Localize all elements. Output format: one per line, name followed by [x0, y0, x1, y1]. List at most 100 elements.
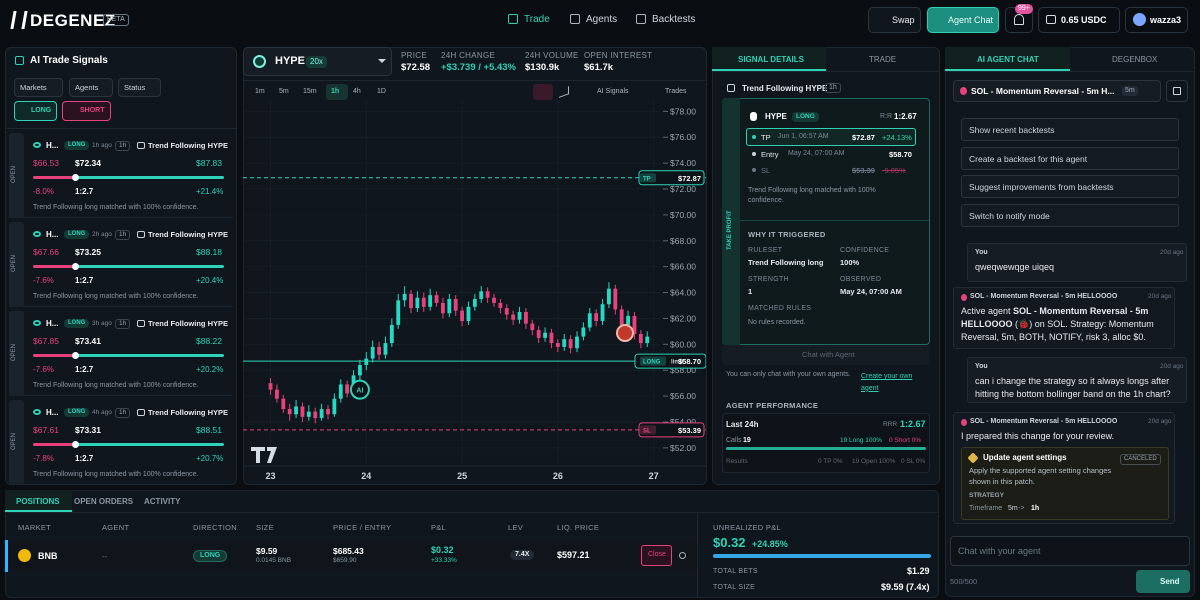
- stop-loss: $67.61: [33, 425, 59, 435]
- suggestion-button[interactable]: [961, 146, 1179, 170]
- timeframe: 1h: [115, 319, 131, 329]
- logo: DEGENEZ: [30, 11, 116, 30]
- side-label: TAKE PROFIT: [727, 210, 733, 250]
- details-direction: LONG: [792, 112, 819, 122]
- chat-tab[interactable]: DEGENBOX: [1112, 55, 1158, 64]
- asset: H...: [46, 319, 59, 328]
- nav-link[interactable]: Backtests: [652, 14, 696, 25]
- user-avatar: [1133, 13, 1146, 26]
- stop-loss-pct: -7.8%: [33, 454, 54, 463]
- chat-message: [967, 357, 1187, 403]
- timeframe[interactable]: 1h: [331, 88, 340, 95]
- divider: [945, 71, 1195, 72]
- risk-reward: 1:2.7: [75, 454, 94, 463]
- chat-agent-button[interactable]: [722, 345, 929, 365]
- agent-chat-label: Agent Chat: [948, 15, 994, 25]
- signal-card[interactable]: [9, 311, 233, 396]
- candle-body: [498, 302, 503, 309]
- external-button[interactable]: [1166, 80, 1188, 102]
- y-tick-label: $72.00: [670, 184, 696, 194]
- message-author: SOL - Momentum Reversal - 5m HELLOOOO: [970, 293, 1118, 300]
- take-profit-pct: +20.7%: [196, 454, 224, 463]
- column-header: PRICE / ENTRY: [333, 523, 392, 532]
- agent-select[interactable]: [953, 80, 1161, 102]
- y-tick-label: $78.00: [670, 106, 696, 116]
- positions-tab[interactable]: POSITIONS: [16, 497, 60, 506]
- filter-dropdown[interactable]: [14, 78, 63, 97]
- suggestion-button[interactable]: [961, 118, 1179, 141]
- stat-label: OPEN INTEREST: [584, 51, 653, 60]
- message-time: 20d ago: [1148, 418, 1172, 425]
- positions-tab[interactable]: ACTIVITY: [144, 497, 181, 506]
- nav-link[interactable]: Agents: [586, 14, 618, 25]
- agent-chat-button[interactable]: [927, 7, 999, 33]
- pnl-pct: +33.33%: [431, 557, 457, 564]
- fact-label: CONFIDENCE: [840, 247, 890, 254]
- swap-button[interactable]: [868, 7, 921, 33]
- leverage: 7.4X: [510, 550, 535, 561]
- tab-active[interactable]: [712, 47, 826, 71]
- asset: H...: [46, 408, 59, 417]
- liq-price: $597.21: [557, 550, 590, 560]
- timeframe[interactable]: 5m: [279, 88, 289, 95]
- column-header: MARKET: [18, 523, 52, 532]
- level-badge: [640, 356, 666, 366]
- timeframe[interactable]: 1m: [255, 88, 265, 95]
- timeframe-active: [326, 84, 348, 100]
- close-button[interactable]: [641, 545, 672, 566]
- y-tick-label: $70.00: [670, 210, 696, 220]
- fact-label: OBSERVED: [840, 276, 882, 283]
- trades[interactable]: Trades: [665, 88, 687, 95]
- row-pct: -9.05%: [882, 166, 906, 175]
- external-icon: [1173, 87, 1181, 95]
- timeframe[interactable]: 1D: [377, 88, 386, 95]
- nav-icon: [570, 14, 580, 24]
- ai-signals[interactable]: AI Signals: [597, 88, 629, 95]
- timeframe[interactable]: 15m: [303, 88, 317, 95]
- price-chart: $52.00 $54.00 $56.00 $58.00 $60.00 $62.00 $64.…: [243, 101, 706, 481]
- chat-input[interactable]: [950, 536, 1190, 566]
- result-value: 0 TP 0%: [818, 458, 843, 465]
- share-icon[interactable]: [679, 552, 686, 559]
- tab-active[interactable]: [945, 47, 1070, 71]
- tab-active[interactable]: [5, 490, 72, 512]
- direction: LONG: [193, 550, 228, 563]
- user-name: wazza3: [1150, 15, 1182, 25]
- balance-button[interactable]: [1038, 7, 1120, 33]
- range-marker: [72, 263, 79, 270]
- user-button[interactable]: [1125, 7, 1188, 33]
- suggestion-button[interactable]: [961, 204, 1179, 228]
- size-label: TOTAL SIZE: [713, 584, 756, 591]
- long-filter[interactable]: [14, 101, 57, 121]
- y-tick-label: $52.00: [670, 443, 696, 453]
- send-button[interactable]: [1136, 570, 1190, 593]
- asset: H...: [46, 230, 59, 239]
- positions-tab[interactable]: OPEN ORDERS: [74, 497, 134, 506]
- filter-dropdown[interactable]: [69, 78, 113, 97]
- strategy-icon: [137, 231, 145, 238]
- suggestion-button[interactable]: [961, 175, 1179, 199]
- candle-body: [441, 302, 445, 314]
- signal-card[interactable]: [9, 222, 233, 307]
- timeframe[interactable]: 4h: [353, 88, 361, 95]
- signal-card[interactable]: [9, 133, 233, 218]
- create-link[interactable]: Create your own agent: [861, 373, 913, 392]
- signal-card[interactable]: [9, 400, 233, 485]
- nav-link[interactable]: Trade: [524, 14, 550, 25]
- candle-body: [319, 409, 324, 419]
- short-filter[interactable]: [62, 101, 111, 121]
- message-part: can i change the strategy so it always l…: [975, 376, 1171, 400]
- details-tab[interactable]: TRADE: [869, 55, 897, 64]
- candle-body: [619, 309, 624, 325]
- row-highlight[interactable]: [5, 540, 697, 572]
- candle-body: [377, 346, 381, 355]
- patch-desc: Apply the supported agent setting change…: [969, 466, 1112, 486]
- pnl: $0.32: [431, 545, 454, 555]
- candle-body: [313, 411, 318, 419]
- perf-title: AGENT PERFORMANCE: [726, 401, 819, 410]
- filter-dropdown[interactable]: [118, 78, 161, 97]
- asset-icon: [33, 320, 41, 326]
- matched-rules: No rules recorded.: [748, 319, 806, 326]
- candle-toggle[interactable]: [533, 84, 553, 100]
- y-tick-label: $54.00: [670, 417, 696, 427]
